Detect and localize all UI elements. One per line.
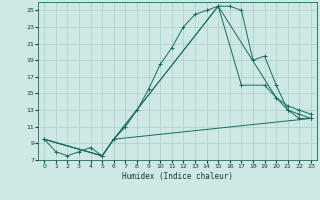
X-axis label: Humidex (Indice chaleur): Humidex (Indice chaleur) xyxy=(122,172,233,181)
